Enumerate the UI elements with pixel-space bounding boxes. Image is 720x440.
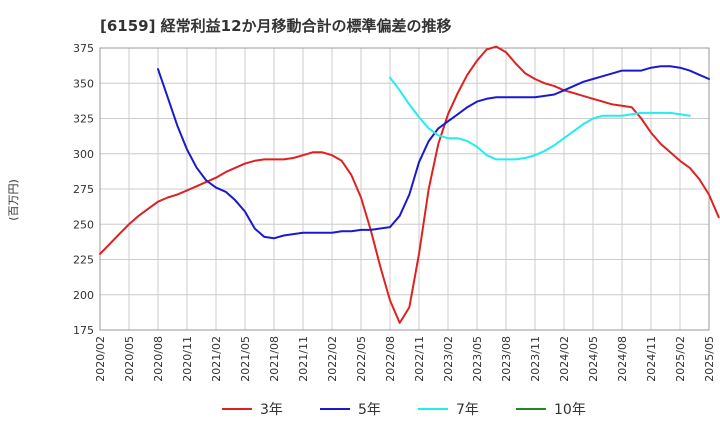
x-tick-label: 2023/02 xyxy=(442,336,455,382)
legend-label-1: 5年 xyxy=(358,402,381,418)
series-line-2 xyxy=(389,76,691,161)
x-tick-label: 2023/05 xyxy=(471,336,484,382)
x-tick-label: 2024/08 xyxy=(616,336,629,382)
x-tick-label: 2025/02 xyxy=(674,336,687,382)
plot-frame xyxy=(99,47,710,331)
y-tick-label: 375 xyxy=(73,42,94,55)
x-tick-label: 2022/11 xyxy=(413,336,426,382)
x-tick-label: 2020/05 xyxy=(123,336,136,382)
y-tick-label: 325 xyxy=(73,113,94,126)
legend: 3年 5年 7年 10年 xyxy=(222,402,586,418)
x-tick-label: 2020/08 xyxy=(152,336,165,382)
y-tick-label: 350 xyxy=(73,77,94,90)
y-tick-label: 175 xyxy=(73,324,94,337)
x-tick-label: 2023/11 xyxy=(529,336,542,382)
series-group xyxy=(99,45,720,324)
x-tick-label: 2020/02 xyxy=(94,336,107,382)
y-tick-label: 200 xyxy=(73,289,94,302)
x-tick-label: 2022/05 xyxy=(355,336,368,382)
x-tick-label: 2020/11 xyxy=(181,336,194,382)
x-tick-label: 2021/11 xyxy=(297,336,310,382)
chart-title: [6159] 経常利益12か月移動合計の標準偏差の推移 xyxy=(100,17,452,35)
x-tick-label: 2024/11 xyxy=(645,336,658,382)
y-tick-label: 250 xyxy=(73,218,94,231)
axes: 175 200 225 250 275 300 325 350 375 2020/02 2020/0… xyxy=(73,42,716,382)
series-line-0 xyxy=(99,45,720,324)
x-tick-label: 2023/08 xyxy=(500,336,513,382)
x-tick-label: 2021/05 xyxy=(239,336,252,382)
legend-label-0: 3年 xyxy=(260,402,283,418)
y-tick-label: 225 xyxy=(73,254,94,267)
y-axis-label: (百万円) xyxy=(7,179,20,221)
y-tick-label: 275 xyxy=(73,183,94,196)
x-tick-label: 2025/05 xyxy=(703,336,716,382)
grid xyxy=(99,47,710,331)
legend-label-3: 10年 xyxy=(554,402,586,418)
legend-label-2: 7年 xyxy=(456,402,479,418)
x-tick-label: 2022/08 xyxy=(384,336,397,382)
series-line-1 xyxy=(157,65,710,240)
x-tick-label: 2024/05 xyxy=(587,336,600,382)
x-tick-label: 2024/02 xyxy=(558,336,571,382)
x-tick-label: 2021/02 xyxy=(210,336,223,382)
x-tick-label: 2021/08 xyxy=(268,336,281,382)
y-tick-label: 300 xyxy=(73,148,94,161)
x-tick-label: 2022/02 xyxy=(326,336,339,382)
